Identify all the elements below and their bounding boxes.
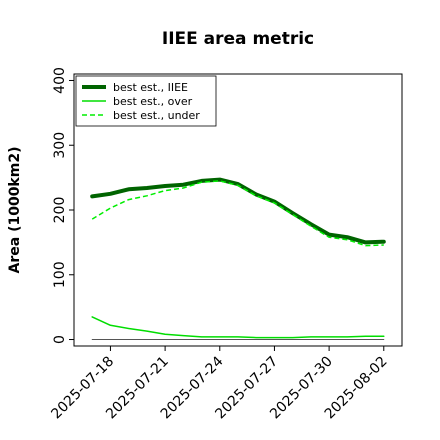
legend-label: best est., under (113, 109, 200, 122)
legend-label: best est., IIEE (113, 81, 188, 94)
y-axis: 0 100 200 300 400 (52, 67, 74, 344)
y-tick-label: 400 (52, 67, 68, 94)
legend-label: best est., over (113, 95, 193, 108)
chart-title: IIEE area metric (162, 29, 314, 49)
y-tick-label: 300 (52, 132, 68, 159)
x-axis: 2025-07-182025-07-212025-07-242025-07-27… (48, 346, 391, 422)
series-line-best-est-over (91, 316, 385, 339)
series-layer (90, 177, 386, 340)
y-axis-label: Area (1000km2) (7, 147, 23, 274)
series-line-best-est-iiee (90, 177, 386, 245)
y-tick-label: 200 (52, 197, 68, 224)
y-tick-label: 0 (52, 335, 68, 344)
y-tick-label: 100 (52, 261, 68, 288)
series-line-best-est-under (91, 180, 384, 247)
